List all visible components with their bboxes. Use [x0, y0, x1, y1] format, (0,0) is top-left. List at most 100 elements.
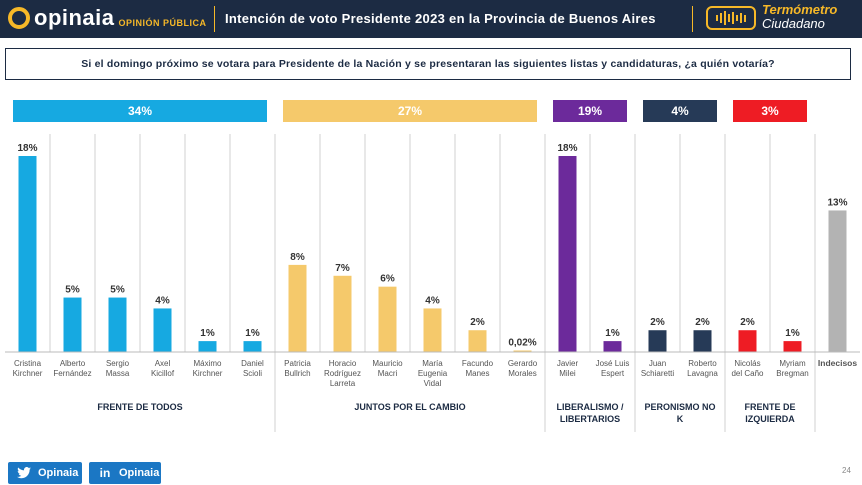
tick-label: Rodríguez [324, 369, 361, 378]
tick-label: del Caño [731, 369, 764, 378]
bar [693, 330, 712, 352]
data-label: 7% [335, 263, 350, 274]
page-title: Intención de voto Presidente 2023 en la … [225, 11, 656, 26]
bar [828, 210, 847, 352]
data-label: 0,02% [508, 338, 536, 349]
logo-ring-icon [8, 7, 30, 29]
data-label: 13% [827, 197, 847, 208]
tick-label: Facundo [462, 359, 494, 368]
tick-label: Daniel [241, 359, 264, 368]
linkedin-button[interactable]: in Opinaia [89, 462, 161, 484]
bar [198, 341, 217, 352]
bar [108, 297, 127, 352]
data-label: 1% [785, 328, 800, 339]
data-label: 6% [380, 274, 395, 285]
group-total-band [553, 100, 627, 122]
bar [648, 330, 667, 352]
data-label: 5% [110, 285, 125, 296]
data-label: 4% [425, 295, 440, 306]
tick-label: Máximo [193, 359, 222, 368]
group-name: IZQUIERDA [745, 414, 795, 424]
bar [378, 286, 397, 352]
tick-label: Mauricio [372, 359, 403, 368]
tick-label: Alberto [60, 359, 86, 368]
data-label: 1% [200, 328, 215, 339]
data-label: 5% [65, 285, 80, 296]
tick-label: Roberto [688, 359, 717, 368]
data-label: 8% [290, 252, 305, 263]
tick-label: Kirchner [13, 369, 43, 378]
tick-label: Lavagna [687, 369, 718, 378]
group-total-label: 27% [398, 104, 422, 118]
tick-label: Bregman [776, 369, 808, 378]
bar [288, 264, 307, 352]
data-label: 4% [155, 295, 170, 306]
tick-label: Larreta [330, 379, 356, 388]
group-name: K [677, 414, 684, 424]
tick-label: Bullrich [284, 369, 310, 378]
twitter-button[interactable]: Opinaia [8, 462, 82, 484]
brand-line-2: Ciudadano [762, 16, 825, 31]
bar [63, 297, 82, 352]
group-total-label: 4% [671, 104, 689, 118]
bar [603, 341, 622, 352]
tick-label: Patricia [284, 359, 311, 368]
tick-label: María [422, 359, 443, 368]
linkedin-icon: in [99, 466, 111, 480]
group-total-band [13, 100, 267, 122]
thermometer-icon [706, 6, 756, 30]
group-total-label: 34% [128, 104, 152, 118]
tick-label: Morales [508, 369, 536, 378]
bar [18, 156, 37, 352]
data-label: 2% [740, 317, 755, 328]
tick-label: Indecisos [818, 358, 857, 368]
header-divider [692, 6, 693, 32]
data-label: 18% [17, 143, 37, 154]
bar [468, 330, 487, 352]
tick-label: Vidal [424, 379, 442, 388]
tick-label: Nicolás [734, 359, 760, 368]
bar [738, 330, 757, 352]
group-total-band [643, 100, 717, 122]
brand-line-1: Termómetro [762, 2, 838, 17]
group-name: LIBERTARIOS [560, 414, 620, 424]
tick-label: Cristina [14, 359, 42, 368]
bar [513, 350, 532, 352]
header-divider [214, 6, 215, 32]
linkedin-label: Opinaia [119, 467, 160, 479]
tick-label: Sergio [106, 359, 130, 368]
tick-label: Milei [559, 369, 576, 378]
tick-label: Myriam [779, 359, 806, 368]
tick-label: Fernández [53, 369, 91, 378]
tick-label: Massa [106, 369, 130, 378]
group-total-band [733, 100, 807, 122]
bar [243, 341, 262, 352]
tick-label: Horacio [329, 359, 357, 368]
tick-label: Javier [557, 359, 579, 368]
tick-label: Axel [155, 359, 171, 368]
tick-label: Gerardo [508, 359, 538, 368]
group-name: FRENTE DE [744, 402, 795, 412]
bar [333, 275, 352, 352]
tick-label: Juan [649, 359, 666, 368]
twitter-label: Opinaia [38, 467, 79, 479]
group-name: PERONISMO NO [644, 402, 715, 412]
tick-label: Kirchner [193, 369, 223, 378]
twitter-icon [16, 465, 32, 481]
bar [153, 308, 172, 352]
opinaia-logo: opinaia OPINIÓN PÚBLICA [8, 4, 207, 32]
data-label: 2% [650, 317, 665, 328]
survey-question: Si el domingo próximo se votara para Pre… [5, 48, 851, 80]
header-bar: opinaia OPINIÓN PÚBLICA Intención de vot… [0, 0, 862, 38]
group-name: JUNTOS POR EL CAMBIO [354, 402, 465, 412]
tick-label: Eugenia [418, 369, 448, 378]
tick-label: Espert [601, 369, 625, 378]
brand-name: Termómetro Ciudadano [762, 3, 837, 31]
data-label: 2% [470, 317, 485, 328]
tick-label: Kicillof [151, 369, 175, 378]
data-label: 18% [557, 143, 577, 154]
logo-text: opinaia [34, 5, 115, 30]
tick-label: Scioli [243, 369, 262, 378]
bar [423, 308, 442, 352]
